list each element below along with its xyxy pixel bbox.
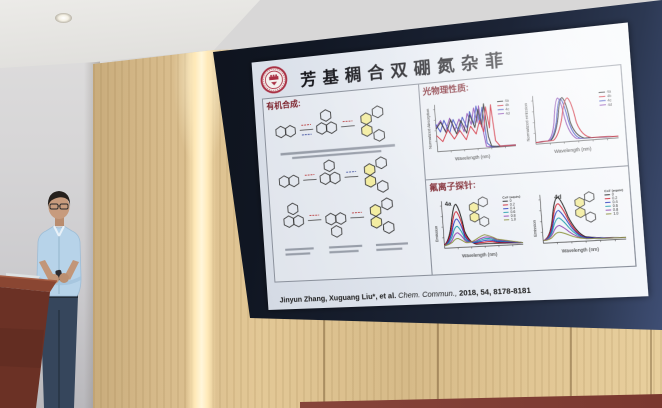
molecule-inset <box>469 196 491 228</box>
svg-text:1.0: 1.0 <box>511 217 517 222</box>
svg-text:4d: 4d <box>608 102 613 107</box>
y-axis-label: Normalized emission <box>524 103 531 142</box>
legend: CsF (equiv) 0 0.2 0.4 0.6 0.8 1.0 <box>604 188 623 216</box>
reaction-scheme-row-1 <box>275 105 386 143</box>
slide-content-box: 有机合成: <box>261 64 637 283</box>
reaction-scheme-row-3 <box>283 197 395 239</box>
presenter-neck <box>55 216 64 226</box>
reagent-text-line <box>280 143 396 160</box>
synthesis-scheme-graphic <box>275 105 409 256</box>
right-column: 光物理性质: <box>419 65 636 275</box>
synthesis-panel: 有机合成: <box>262 84 433 282</box>
legend: 4a 4b 4c 4d <box>599 89 613 107</box>
legend: CsF (equiv) 0 0.2 0.4 0.6 0.8 1.0 <box>503 195 521 222</box>
fluoride-probe-panel: 氟离子探针: 4a <box>425 165 636 275</box>
molecule-inset <box>574 191 597 223</box>
presenter-body <box>36 191 82 408</box>
x-axis-label: Wavelength (nm) <box>562 246 600 253</box>
citation-authors: Jinyun Zhang, Xuguang Liu*, et al. <box>279 292 397 305</box>
legend: 4a 4b 4c 4d <box>497 99 511 116</box>
presenter-forearm-right <box>65 260 79 280</box>
presenter <box>36 191 82 408</box>
presenter-glasses <box>49 203 69 210</box>
x-axis-label: Wavelength (nm) <box>455 153 491 161</box>
citation-journal: Chem. Commun., <box>398 290 458 301</box>
citation-details: 2018, 54, 8178-8181 <box>458 287 532 298</box>
emission-chart: 4a 4b 4c 4d Wavelength (nm) Normalized e… <box>524 89 624 154</box>
absorption-chart: 4a 4b 4c 4d Wavelength (nm) Normalized A… <box>426 99 521 161</box>
presenter-hand <box>59 273 69 283</box>
photophysics-panel: 光物理性质: <box>419 65 628 179</box>
x-axis-label: Wavelength (nm) <box>462 251 498 258</box>
podium <box>0 273 58 408</box>
presenter-hair <box>47 191 71 207</box>
y-axis-label: Normalized Absorption <box>426 108 433 149</box>
yield-captions <box>285 242 409 256</box>
reaction-scheme-row-2 <box>278 156 389 194</box>
ceiling-light <box>55 13 72 23</box>
y-axis-label: Emission <box>532 220 538 237</box>
svg-text:4d: 4d <box>506 111 511 116</box>
presenter-head <box>48 195 70 219</box>
svg-text:1.0: 1.0 <box>613 211 619 216</box>
titration-chart-4d: 4d <box>532 188 631 253</box>
titration-chart-4a: 4a <box>434 195 529 258</box>
x-axis-label: Wavelength (nm) <box>554 146 592 154</box>
cove-light-strip <box>186 40 216 408</box>
panel-tag: 4a <box>445 201 452 208</box>
university-seal-icon <box>259 64 289 95</box>
y-axis-label: Emission <box>434 226 440 243</box>
presentation-slide: 芳基稠合双硼氮杂菲 有机合成: <box>251 22 649 310</box>
